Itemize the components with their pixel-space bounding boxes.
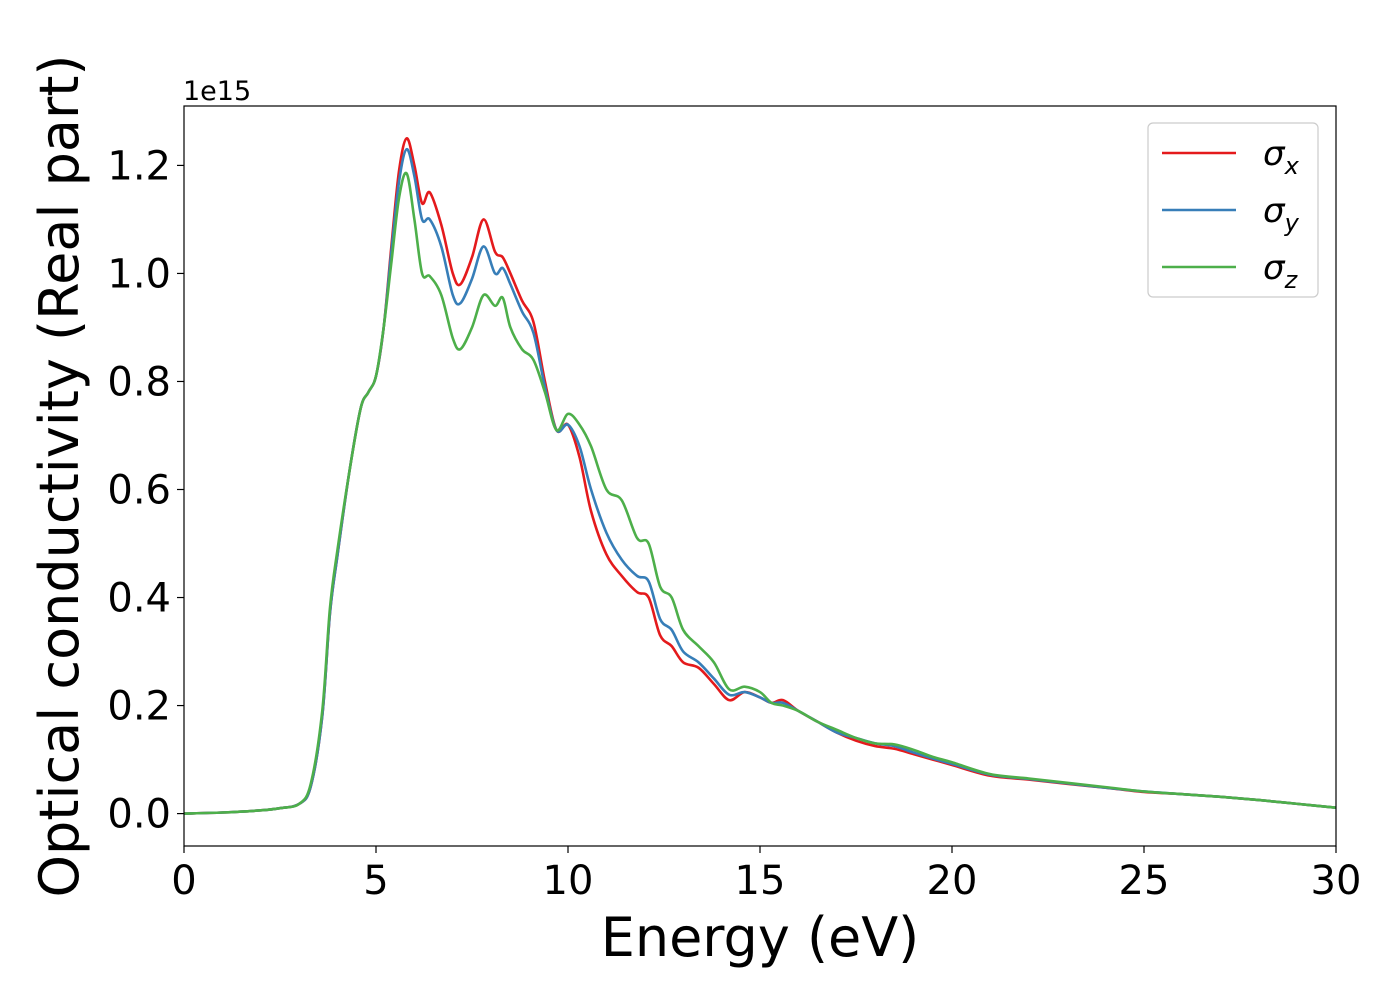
- x-tick-label: 20: [927, 858, 978, 904]
- x-axis-title: Energy (eV): [601, 906, 920, 969]
- legend-label: σy: [1263, 191, 1300, 237]
- legend-label: σx: [1263, 134, 1300, 180]
- x-tick-label: 5: [363, 858, 388, 904]
- x-tick-label: 25: [1119, 858, 1170, 904]
- y-tick-label: 0.0: [107, 792, 171, 838]
- y-tick-label: 0.8: [107, 359, 171, 405]
- series-line-3: [183, 171, 1337, 815]
- y-tick-label: 0.2: [107, 684, 171, 730]
- y-tick-label: 0.6: [107, 468, 171, 514]
- series-layer: [183, 137, 1337, 815]
- y-tick-label: 0.4: [107, 576, 171, 622]
- x-axis: 0 5 10 15 20 25 30: [171, 846, 1361, 904]
- y-tick-label: 1.2: [107, 143, 171, 189]
- legend-label: σz: [1263, 248, 1299, 294]
- x-tick-label: 0: [171, 858, 196, 904]
- x-tick-label: 10: [543, 858, 594, 904]
- y-axis-title: Optical conductivity (Real part): [28, 55, 91, 898]
- x-tick-label: 15: [735, 858, 786, 904]
- y-offset-label: 1e15: [183, 76, 251, 107]
- y-tick-label: 1.0: [107, 251, 171, 297]
- legend: σx σy σz: [1147, 122, 1319, 298]
- y-axis: 0.0 0.2 0.4 0.6 0.8 1.0 1.2: [107, 143, 184, 838]
- x-tick-label: 30: [1311, 858, 1362, 904]
